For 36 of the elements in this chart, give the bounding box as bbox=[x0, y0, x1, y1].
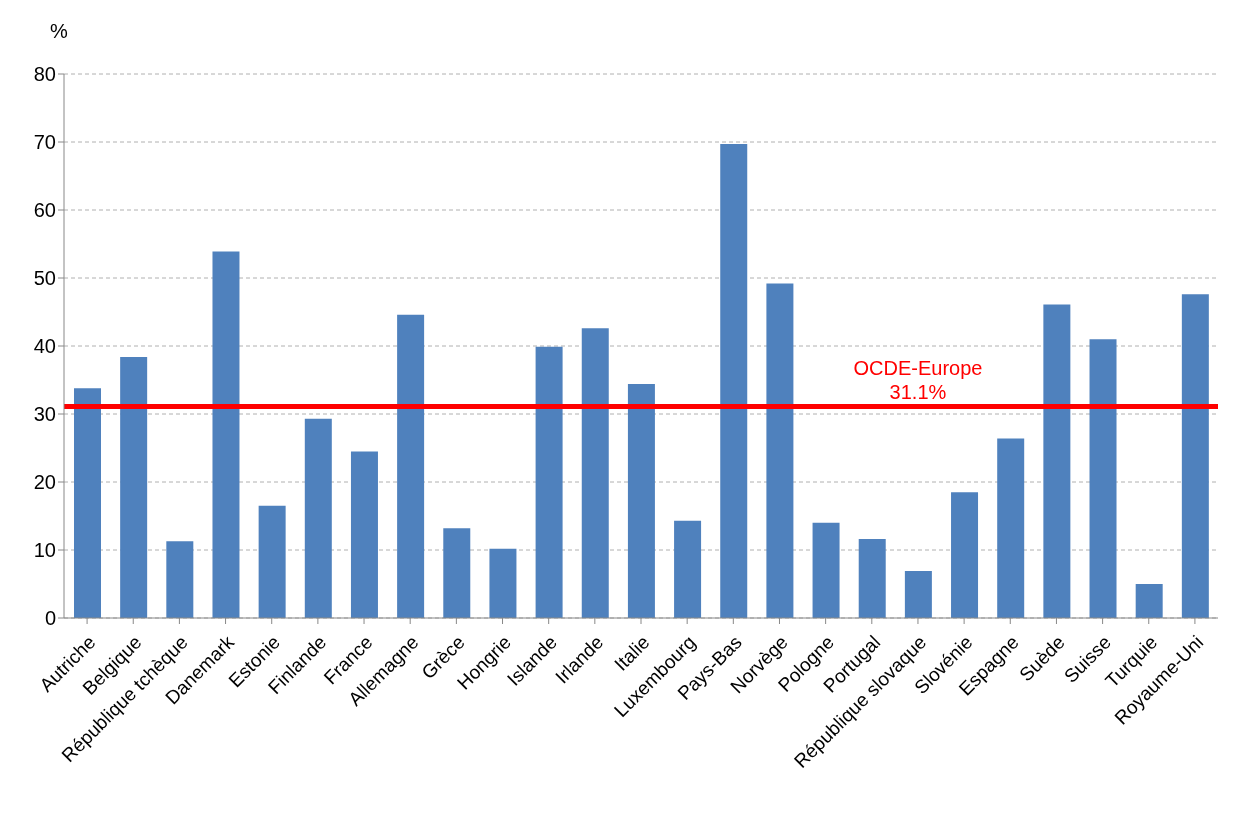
bar bbox=[304, 418, 332, 618]
y-tick-label: 10 bbox=[33, 539, 56, 562]
bar bbox=[166, 541, 194, 618]
ref-line-label: OCDE-Europe 31.1% bbox=[853, 356, 983, 403]
bar bbox=[951, 492, 979, 618]
y-tick-label: 50 bbox=[33, 267, 56, 290]
bar bbox=[858, 539, 886, 618]
bar bbox=[350, 451, 378, 618]
bar bbox=[443, 528, 471, 618]
bar bbox=[212, 251, 240, 618]
bar bbox=[120, 356, 148, 618]
bar bbox=[397, 314, 425, 618]
y-tick-label: 60 bbox=[33, 199, 56, 222]
y-tick-label: 30 bbox=[33, 403, 56, 426]
bar bbox=[766, 283, 794, 618]
bar bbox=[1181, 294, 1209, 618]
bar bbox=[1135, 584, 1163, 618]
bar bbox=[627, 384, 655, 618]
bar bbox=[74, 388, 101, 618]
bar bbox=[1089, 339, 1117, 618]
y-axis-title: % bbox=[50, 20, 68, 43]
y-tick-label: 70 bbox=[33, 131, 56, 154]
bar bbox=[535, 346, 563, 618]
bar bbox=[581, 328, 609, 618]
y-tick-label: 20 bbox=[33, 471, 56, 494]
bar bbox=[720, 144, 748, 618]
bar bbox=[997, 438, 1025, 618]
bar bbox=[904, 571, 932, 618]
y-tick-label: 40 bbox=[33, 335, 56, 358]
bar bbox=[1043, 304, 1071, 618]
bar bbox=[258, 505, 286, 618]
bar bbox=[489, 548, 517, 618]
y-tick-label: 0 bbox=[44, 607, 56, 630]
y-tick-label: 80 bbox=[33, 63, 56, 86]
bar bbox=[674, 520, 702, 618]
bar bbox=[812, 522, 840, 618]
